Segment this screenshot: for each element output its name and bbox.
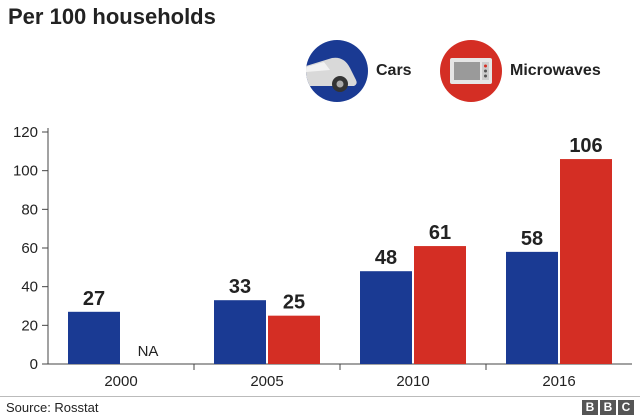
y-tick-label: 60: [21, 240, 38, 257]
bar-cars: [360, 271, 412, 364]
source-note: Source: Rosstat: [6, 400, 99, 415]
x-tick-label: 2000: [104, 373, 137, 388]
bar-microwaves: [414, 246, 466, 364]
x-tick-label: 2005: [250, 373, 283, 388]
data-label: 27: [83, 288, 105, 310]
bbc-logo-letter: C: [618, 400, 634, 415]
data-label-na: NA: [138, 343, 159, 360]
x-tick-label: 2016: [542, 373, 575, 388]
bar-microwaves: [268, 315, 320, 364]
bar-chart: 0 20 40 60 80 100 120 2000 27 NA 2005 33 25 2010 48 61 2…: [0, 118, 640, 388]
chart-svg: 0 20 40 60 80 100 120 2000 27 NA 2005 33 25 2010 48 61 2…: [13, 124, 632, 388]
legend-label-cars: Cars: [376, 62, 412, 79]
y-tick-label: 80: [21, 201, 38, 218]
bar-cars: [214, 300, 266, 364]
legend-label-microwaves: Microwaves: [510, 62, 601, 79]
data-label: 25: [283, 292, 305, 314]
bar-cars: [68, 311, 120, 364]
data-label: 48: [375, 247, 397, 269]
y-tick-label: 120: [13, 124, 38, 141]
bbc-logo-letter: B: [600, 400, 616, 415]
bbc-logo: B B C: [582, 400, 634, 415]
y-tick-label: 20: [21, 317, 38, 334]
legend: Cars Microwaves: [0, 40, 640, 102]
footer-divider: [0, 396, 640, 397]
data-label: 33: [229, 276, 251, 298]
data-label: 61: [429, 222, 451, 244]
data-label: 106: [569, 135, 602, 157]
y-tick-label: 40: [21, 279, 38, 296]
bar-cars: [506, 251, 558, 364]
data-label: 58: [521, 228, 543, 250]
bar-microwaves: [560, 159, 612, 364]
car-icon: [306, 40, 368, 102]
chart-title: Per 100 households: [8, 4, 216, 29]
bbc-logo-letter: B: [582, 400, 598, 415]
y-tick-label: 0: [30, 356, 38, 373]
microwave-icon: [440, 40, 502, 102]
x-tick-label: 2010: [396, 373, 429, 388]
y-tick-label: 100: [13, 163, 38, 180]
